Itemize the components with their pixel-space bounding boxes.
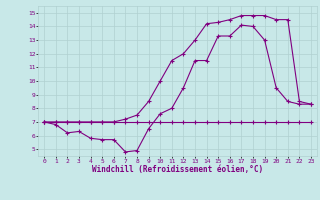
X-axis label: Windchill (Refroidissement éolien,°C): Windchill (Refroidissement éolien,°C) xyxy=(92,165,263,174)
